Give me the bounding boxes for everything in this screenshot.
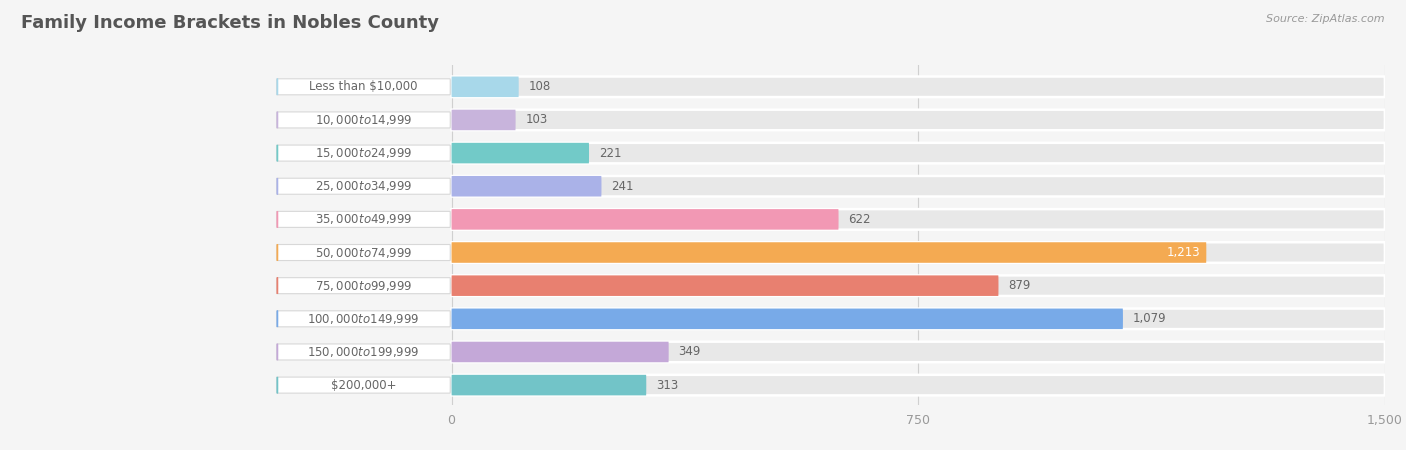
Text: 879: 879: [1008, 279, 1031, 292]
Text: 241: 241: [612, 180, 634, 193]
Text: $10,000 to $14,999: $10,000 to $14,999: [315, 113, 412, 127]
FancyBboxPatch shape: [277, 178, 450, 194]
FancyBboxPatch shape: [451, 375, 647, 396]
FancyBboxPatch shape: [451, 110, 1385, 130]
FancyBboxPatch shape: [277, 212, 450, 227]
FancyBboxPatch shape: [451, 375, 1385, 396]
Text: $15,000 to $24,999: $15,000 to $24,999: [315, 146, 412, 160]
FancyBboxPatch shape: [451, 342, 1385, 362]
FancyBboxPatch shape: [277, 79, 450, 95]
FancyBboxPatch shape: [451, 76, 1385, 97]
Text: 622: 622: [848, 213, 872, 226]
FancyBboxPatch shape: [277, 344, 450, 360]
Text: Less than $10,000: Less than $10,000: [309, 80, 418, 93]
Text: $100,000 to $149,999: $100,000 to $149,999: [308, 312, 419, 326]
FancyBboxPatch shape: [277, 377, 450, 393]
FancyBboxPatch shape: [277, 112, 450, 128]
FancyBboxPatch shape: [277, 145, 450, 161]
FancyBboxPatch shape: [277, 278, 450, 294]
Text: 221: 221: [599, 147, 621, 160]
FancyBboxPatch shape: [451, 76, 519, 97]
Text: Family Income Brackets in Nobles County: Family Income Brackets in Nobles County: [21, 14, 439, 32]
FancyBboxPatch shape: [451, 242, 1206, 263]
FancyBboxPatch shape: [277, 244, 450, 261]
Text: $200,000+: $200,000+: [330, 378, 396, 392]
Text: $25,000 to $34,999: $25,000 to $34,999: [315, 179, 412, 193]
Text: 103: 103: [526, 113, 548, 126]
FancyBboxPatch shape: [451, 275, 998, 296]
Text: 313: 313: [657, 378, 679, 392]
Text: $50,000 to $74,999: $50,000 to $74,999: [315, 246, 412, 260]
Text: $150,000 to $199,999: $150,000 to $199,999: [308, 345, 419, 359]
FancyBboxPatch shape: [277, 311, 450, 327]
FancyBboxPatch shape: [451, 110, 516, 130]
FancyBboxPatch shape: [451, 176, 602, 197]
FancyBboxPatch shape: [451, 143, 589, 163]
FancyBboxPatch shape: [451, 309, 1123, 329]
FancyBboxPatch shape: [451, 342, 669, 362]
FancyBboxPatch shape: [451, 309, 1385, 329]
FancyBboxPatch shape: [451, 143, 1385, 163]
Text: 349: 349: [679, 346, 702, 359]
FancyBboxPatch shape: [451, 242, 1385, 263]
FancyBboxPatch shape: [451, 209, 1385, 230]
Text: 1,079: 1,079: [1133, 312, 1167, 325]
Text: 1,213: 1,213: [1167, 246, 1201, 259]
FancyBboxPatch shape: [451, 209, 838, 230]
Text: $75,000 to $99,999: $75,000 to $99,999: [315, 279, 412, 292]
Text: $35,000 to $49,999: $35,000 to $49,999: [315, 212, 412, 226]
Text: 108: 108: [529, 80, 551, 93]
FancyBboxPatch shape: [451, 275, 1385, 296]
Text: Source: ZipAtlas.com: Source: ZipAtlas.com: [1267, 14, 1385, 23]
FancyBboxPatch shape: [451, 176, 1385, 197]
